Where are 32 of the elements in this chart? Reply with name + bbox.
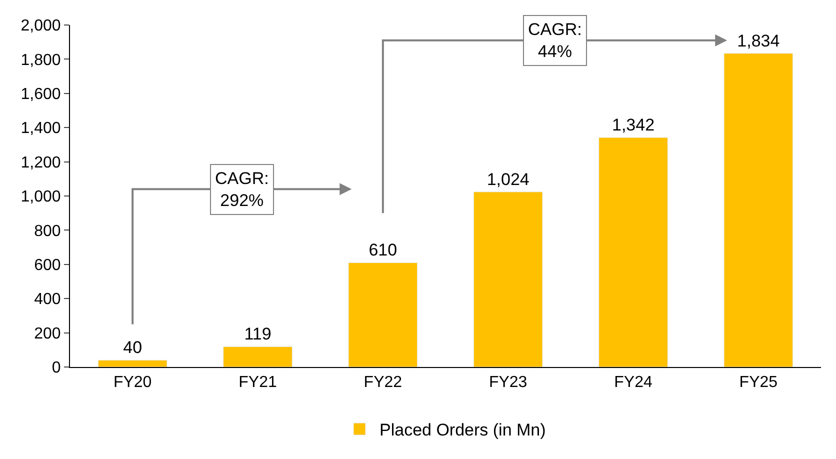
x-tick-label: FY23 <box>488 374 528 392</box>
x-tick-label: FY21 <box>238 374 277 392</box>
text: 40 <box>123 338 142 358</box>
legend-label: Placed Orders (in Mn) <box>380 420 546 440</box>
text: 119 <box>244 324 272 344</box>
bar <box>98 360 168 367</box>
text: 610 <box>368 240 398 260</box>
x-tick-label: FY22 <box>364 374 402 392</box>
text: 1,342 <box>612 116 655 135</box>
y-tick-label: 1,400 <box>20 120 61 138</box>
y-tick-label: 2,000 <box>20 18 61 35</box>
text: 1,834 <box>737 31 780 50</box>
y-tick-label: 1,000 <box>20 188 61 206</box>
y-tick-label: 1,600 <box>20 86 61 103</box>
y-tick-label: 1,200 <box>20 154 61 172</box>
y-tick-label: 1,800 <box>20 52 61 69</box>
bar <box>223 346 292 367</box>
bar <box>473 192 543 367</box>
bar <box>598 137 668 367</box>
bar <box>348 262 418 367</box>
x-tick-label: FY24 <box>614 374 652 392</box>
annotation: CAGR: 44% <box>528 20 582 62</box>
text: 1,024 <box>486 170 530 189</box>
x-tick-label: FY20 <box>113 374 152 392</box>
bar <box>724 53 794 367</box>
y-tick-label: 600 <box>34 257 61 274</box>
y-tick-label: 800 <box>34 222 61 240</box>
annotation: CAGR: 292% <box>215 169 269 210</box>
y-tick-label: 0 <box>52 360 61 377</box>
y-tick-label: 400 <box>34 291 61 308</box>
x-tick-label: FY25 <box>739 374 778 392</box>
y-tick-label: 200 <box>34 325 61 342</box>
